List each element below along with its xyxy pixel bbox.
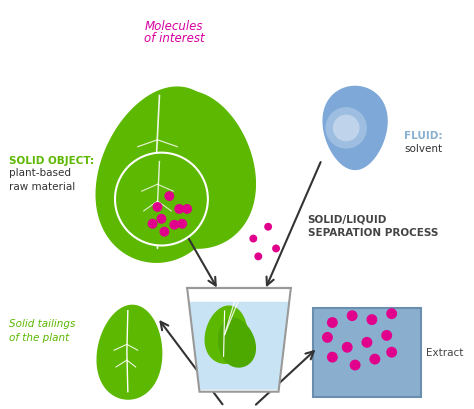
Circle shape xyxy=(327,352,338,363)
Circle shape xyxy=(322,332,333,343)
Circle shape xyxy=(362,337,373,348)
Circle shape xyxy=(153,202,163,212)
Polygon shape xyxy=(219,319,255,367)
Polygon shape xyxy=(136,92,255,249)
Polygon shape xyxy=(96,88,228,263)
Circle shape xyxy=(147,219,157,229)
Circle shape xyxy=(255,253,262,261)
Circle shape xyxy=(177,219,187,229)
Circle shape xyxy=(159,227,169,237)
Circle shape xyxy=(386,308,397,319)
Circle shape xyxy=(369,354,380,365)
Polygon shape xyxy=(323,87,387,170)
Text: of interest: of interest xyxy=(144,32,205,45)
Circle shape xyxy=(346,310,357,321)
Circle shape xyxy=(115,153,208,246)
Circle shape xyxy=(169,220,179,230)
Text: Molecules: Molecules xyxy=(145,20,203,33)
Text: Solid tailings
of the plant: Solid tailings of the plant xyxy=(9,318,76,342)
Circle shape xyxy=(326,108,367,149)
Polygon shape xyxy=(189,302,289,390)
Circle shape xyxy=(249,235,257,243)
Circle shape xyxy=(182,204,192,214)
Polygon shape xyxy=(187,288,291,392)
Circle shape xyxy=(156,214,166,224)
Text: solvent: solvent xyxy=(404,144,443,153)
Circle shape xyxy=(342,342,353,353)
Circle shape xyxy=(381,330,392,341)
Text: FLUID:: FLUID: xyxy=(404,130,443,141)
FancyBboxPatch shape xyxy=(313,308,421,397)
Circle shape xyxy=(174,204,184,214)
Circle shape xyxy=(272,245,280,253)
Polygon shape xyxy=(205,306,247,363)
Circle shape xyxy=(386,347,397,358)
Circle shape xyxy=(333,115,360,142)
Circle shape xyxy=(164,192,174,202)
Circle shape xyxy=(350,360,361,371)
Polygon shape xyxy=(97,306,162,399)
Text: SOLID/LIQUID
SEPARATION PROCESS: SOLID/LIQUID SEPARATION PROCESS xyxy=(308,214,438,238)
Text: plant-based
raw material: plant-based raw material xyxy=(9,168,75,192)
Text: Extract: Extract xyxy=(426,347,464,357)
Circle shape xyxy=(264,223,272,231)
Text: SOLID OBJECT:: SOLID OBJECT: xyxy=(9,155,94,165)
Circle shape xyxy=(366,315,377,325)
Circle shape xyxy=(327,317,338,328)
